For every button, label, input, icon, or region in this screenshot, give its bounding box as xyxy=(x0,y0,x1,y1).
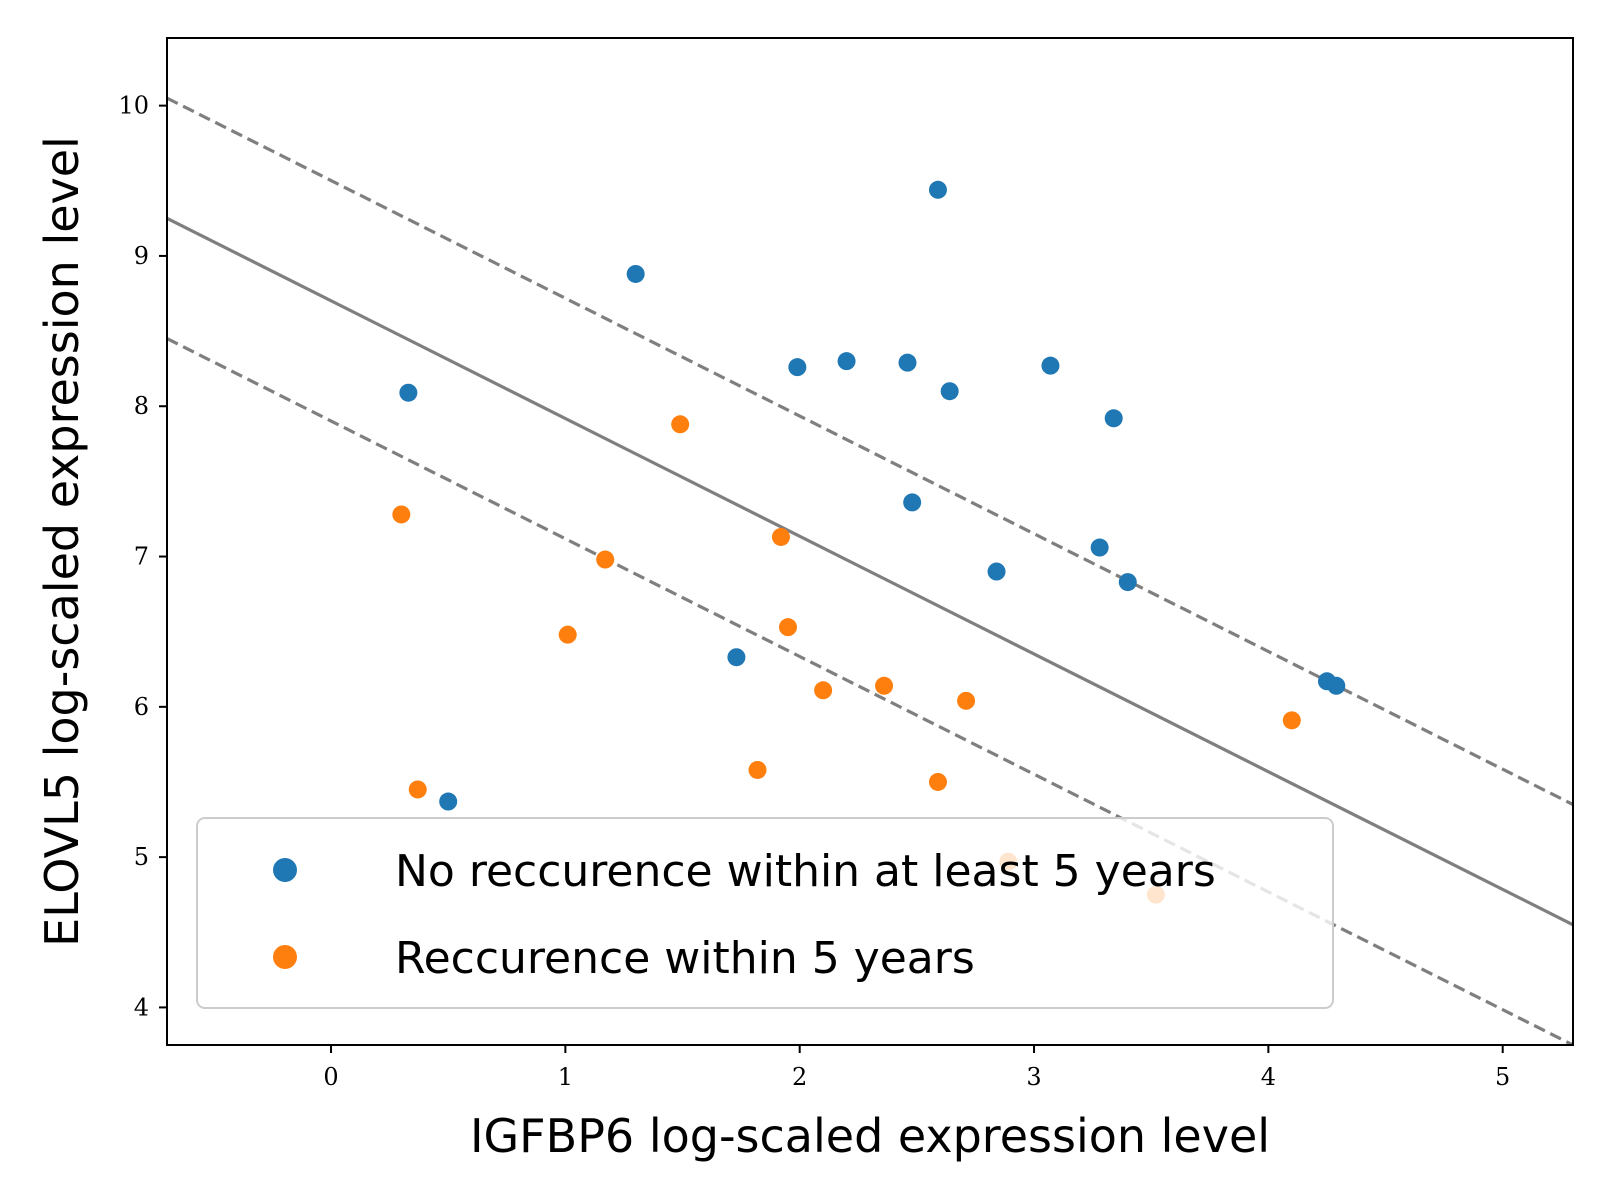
point-series0-11 xyxy=(987,562,1006,581)
point-series0-3 xyxy=(837,352,856,371)
point-series0-4 xyxy=(898,353,917,372)
point-series0-12 xyxy=(1118,573,1137,592)
point-series0-10 xyxy=(1090,538,1109,557)
axes: 0 1 2 3 4 5 4 5 6 7 8 9 10 IGFBP6 log-scaled expressi… xyxy=(35,37,1574,1163)
point-series1-5 xyxy=(778,618,797,637)
x-tick-label: 3 xyxy=(1026,1063,1041,1091)
point-series1-0 xyxy=(671,415,690,434)
legend-marker-0 xyxy=(273,858,297,882)
point-series1-6 xyxy=(814,681,833,700)
y-tick-label: 8 xyxy=(134,392,149,420)
point-series1-2 xyxy=(596,550,615,569)
data-points xyxy=(392,180,1346,904)
point-series0-16 xyxy=(439,792,458,811)
legend: No reccurence within at least 5 years Rec… xyxy=(196,817,1334,1009)
point-series0-9 xyxy=(903,493,922,512)
point-series0-13 xyxy=(727,648,746,667)
legend-marker-1 xyxy=(273,945,297,969)
point-series0-7 xyxy=(940,382,959,401)
x-tick-label: 4 xyxy=(1261,1063,1276,1091)
x-tick-label: 2 xyxy=(792,1063,807,1091)
x-tick-label: 1 xyxy=(558,1063,573,1091)
y-tick-label: 7 xyxy=(134,543,149,571)
point-series1-3 xyxy=(771,527,790,546)
point-series0-5 xyxy=(1041,356,1060,375)
point-series0-6 xyxy=(399,383,418,402)
point-series0-1 xyxy=(626,264,645,283)
plot-frame xyxy=(166,37,1574,1046)
point-series1-4 xyxy=(558,625,577,644)
point-series0-8 xyxy=(1104,409,1123,428)
y-axis-title: ELOVL5 log-scaled expression level xyxy=(35,136,89,947)
y-tick-label: 6 xyxy=(134,693,149,721)
point-series0-0 xyxy=(928,180,947,199)
point-series1-11 xyxy=(928,772,947,791)
legend-box xyxy=(196,817,1334,1009)
margin-line-2 xyxy=(167,337,1573,1045)
legend-label-0: No reccurence within at least 5 years xyxy=(395,846,1216,897)
point-series1-9 xyxy=(1282,711,1301,730)
y-tick-label: 5 xyxy=(134,843,149,871)
margin-line-1 xyxy=(167,96,1573,806)
y-tick-label: 9 xyxy=(134,242,149,270)
point-series0-2 xyxy=(788,358,807,377)
legend-label-1: Reccurence within 5 years xyxy=(395,933,975,984)
regression-lines xyxy=(167,96,1573,1045)
point-series1-7 xyxy=(875,676,894,695)
y-tick-label: 4 xyxy=(134,993,149,1021)
x-tick-label: 5 xyxy=(1495,1063,1510,1091)
decision-line xyxy=(167,216,1573,927)
point-series1-1 xyxy=(392,505,411,524)
point-series1-12 xyxy=(408,780,427,799)
point-series1-10 xyxy=(748,760,767,779)
point-series1-8 xyxy=(957,691,976,710)
y-tick-label: 10 xyxy=(118,92,149,120)
x-axis-title: IGFBP6 log-scaled expression level xyxy=(470,1109,1270,1163)
x-tick-label: 0 xyxy=(323,1063,338,1091)
point-series0-15 xyxy=(1327,676,1346,695)
